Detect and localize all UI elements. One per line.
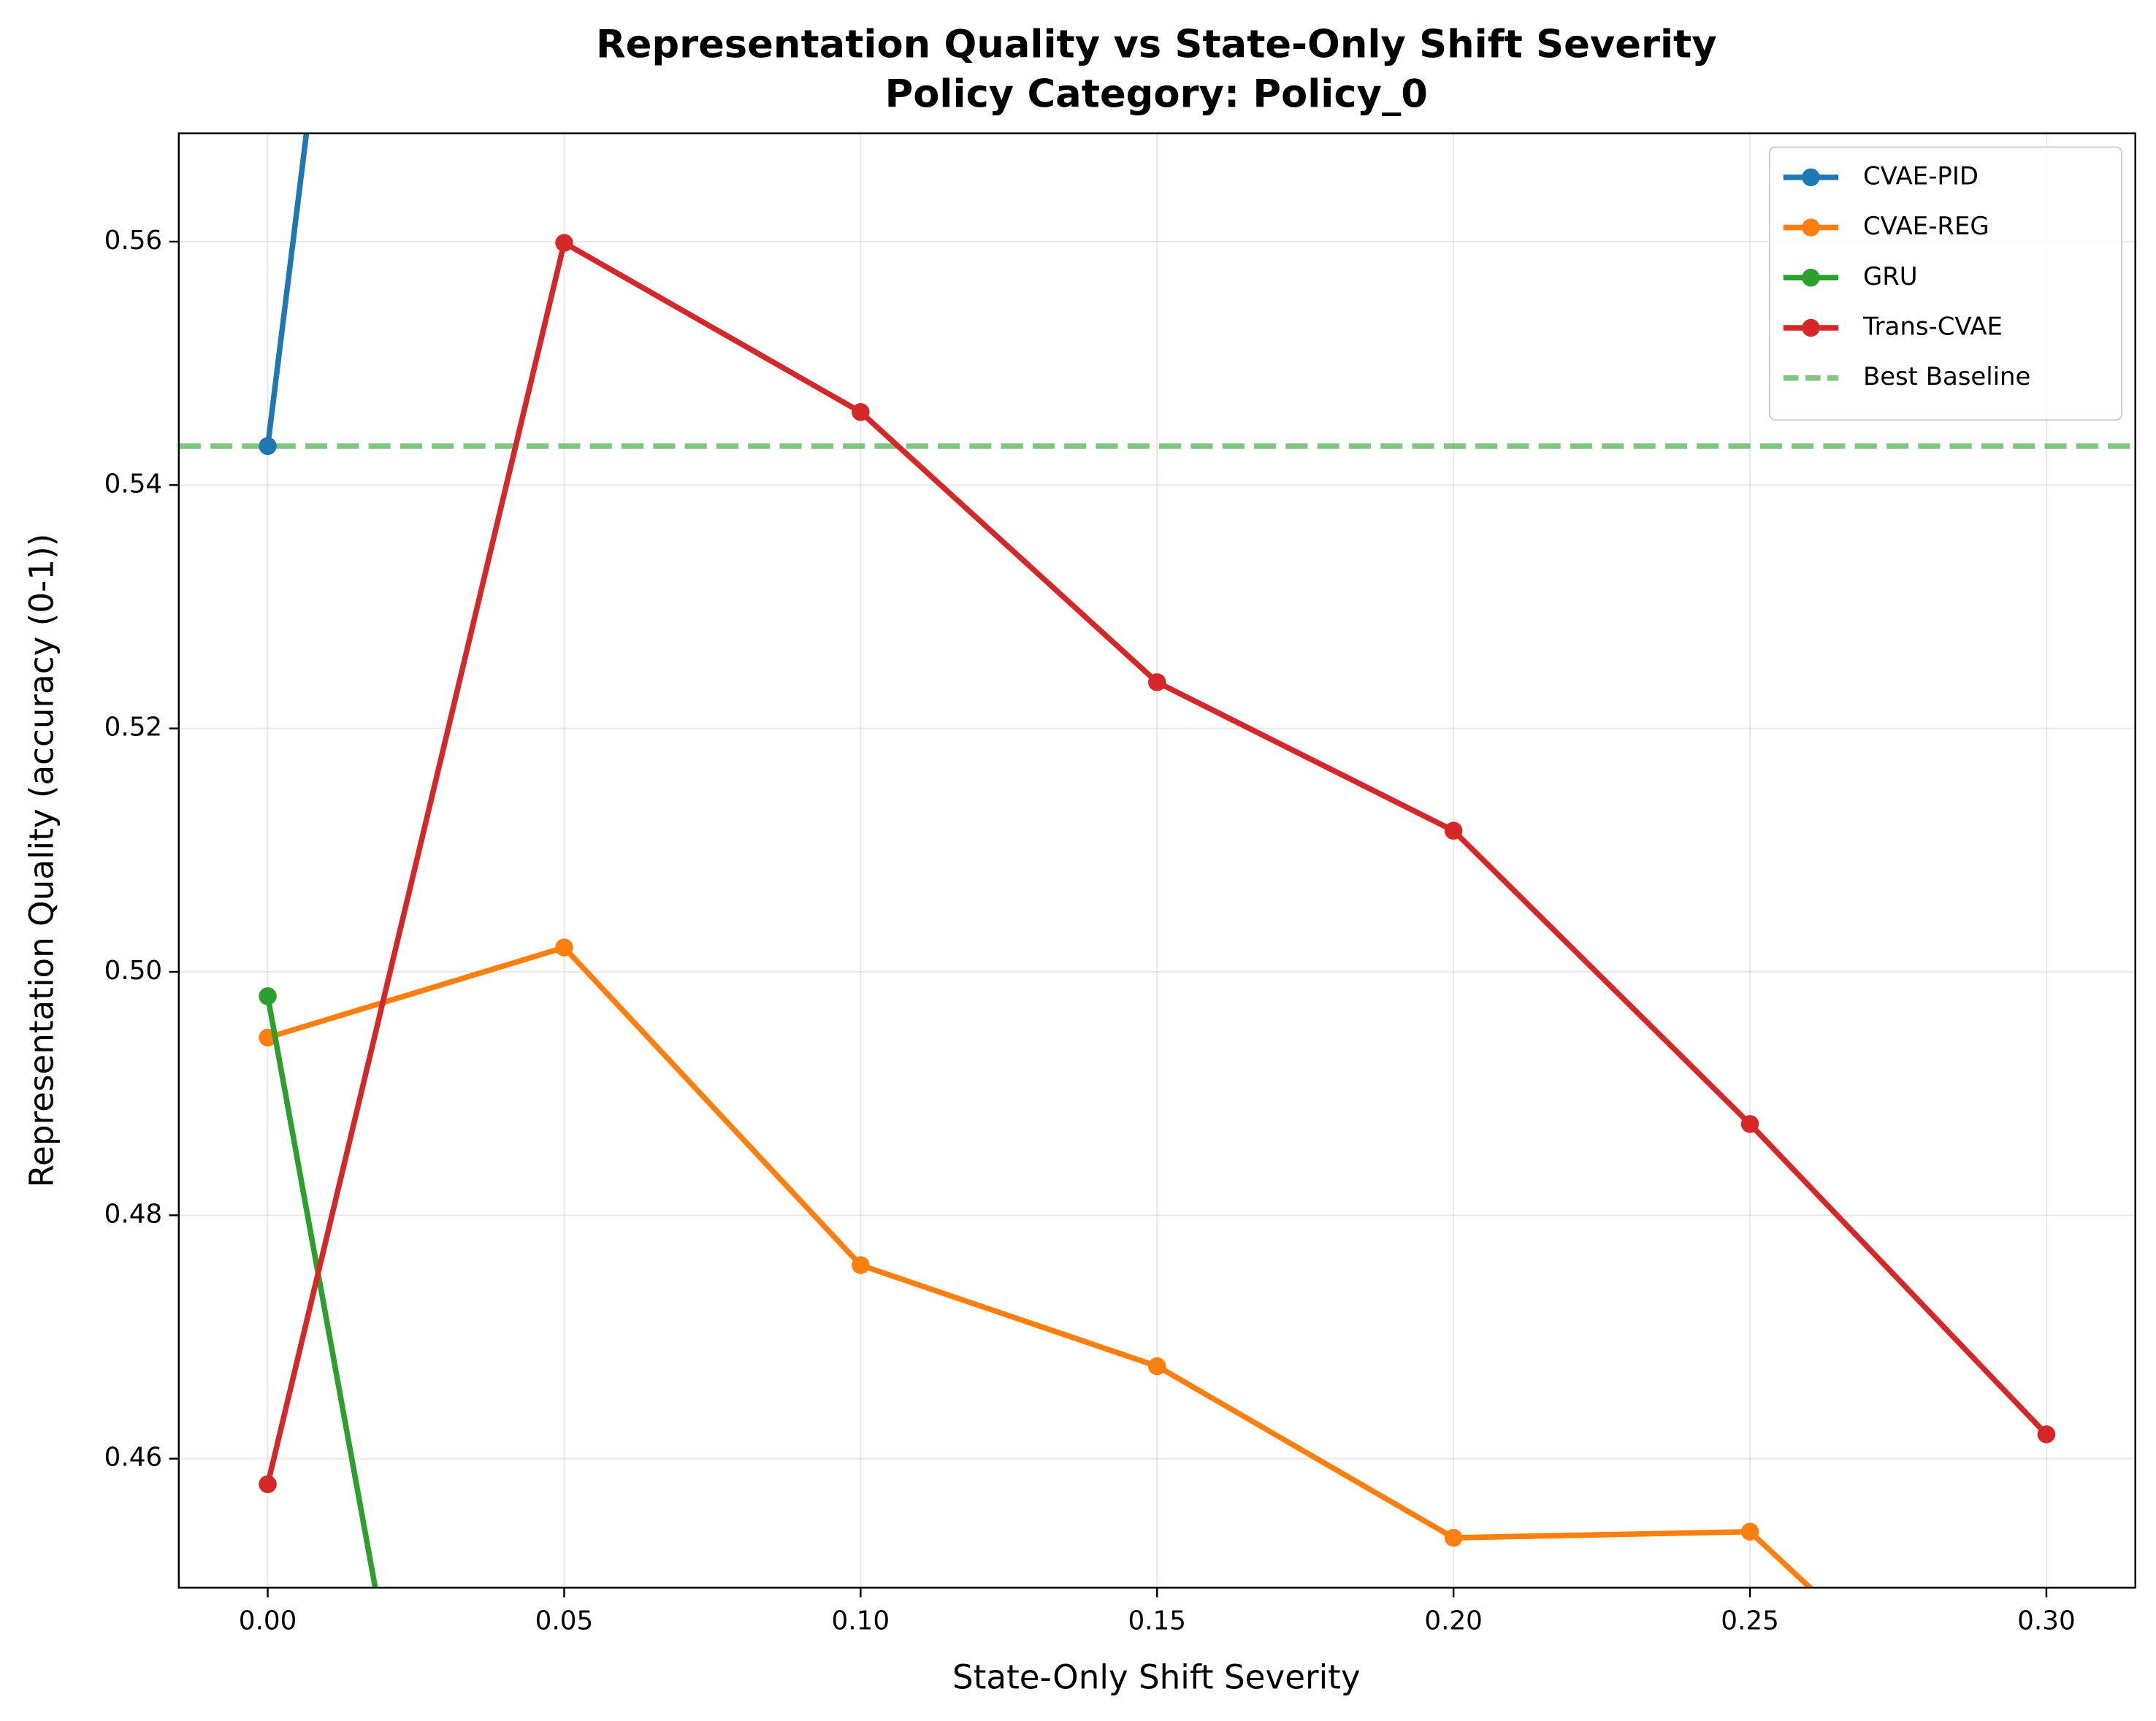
chart-title: Representation Quality vs State-Only Shi… [596, 23, 1717, 67]
plot-area [178, 133, 2136, 1588]
legend-marker [1802, 218, 1820, 237]
legend-marker [1802, 318, 1820, 337]
y-tick-label: 0.50 [104, 956, 163, 986]
x-tick-label: 0.10 [832, 1606, 890, 1636]
y-tick-label: 0.54 [104, 469, 163, 499]
x-tick-label: 0.05 [535, 1606, 594, 1636]
legend-label: CVAE-REG [1863, 212, 1989, 240]
data-point [259, 987, 277, 1005]
legend-marker [1802, 168, 1820, 187]
legend-label: GRU [1863, 262, 1918, 291]
data-point [1444, 1528, 1463, 1547]
x-tick-label: 0.30 [2017, 1606, 2076, 1636]
data-point [1740, 1522, 1759, 1541]
data-point [555, 938, 573, 957]
legend-label: Best Baseline [1863, 362, 2030, 391]
data-point [1740, 1115, 1759, 1133]
data-point [1148, 673, 1166, 691]
y-axis-label: Representation Quality (accuracy (0-1)) [22, 534, 61, 1188]
legend-label: Trans-CVAE [1862, 312, 2003, 340]
y-tick-label: 0.56 [104, 226, 163, 256]
data-point [852, 1256, 870, 1274]
chart-title: Policy Category: Policy_0 [885, 72, 1428, 116]
grid [178, 133, 2136, 1588]
x-tick-label: 0.25 [1721, 1606, 1779, 1636]
x-tick-label: 0.20 [1424, 1606, 1483, 1636]
y-tick-label: 0.48 [104, 1199, 163, 1229]
y-tick-label: 0.52 [104, 713, 163, 743]
legend-box [1769, 146, 2122, 421]
legend-label: CVAE-PID [1863, 161, 1979, 190]
y-tick-label: 0.46 [104, 1443, 163, 1473]
data-point [555, 234, 573, 252]
data-point [852, 403, 870, 421]
data-point [259, 1475, 277, 1493]
x-axis-label: State-Only Shift Severity [952, 1658, 1361, 1697]
axes: 0.00 0.05 0.10 0.15 0.20 0.25 0.30 0.46 0.48 0.50… [104, 226, 2076, 1636]
x-tick-label: 0.00 [239, 1606, 297, 1636]
x-tick-label: 0.15 [1128, 1606, 1186, 1636]
data-point [1444, 821, 1463, 840]
legend-marker [1802, 269, 1820, 287]
data-point [2037, 1425, 2056, 1444]
data-point [259, 437, 277, 456]
legend: CVAE-PID CVAE-REG GRU Trans-CVAE Best Baseli… [1769, 146, 2122, 421]
data-point [1148, 1357, 1166, 1376]
